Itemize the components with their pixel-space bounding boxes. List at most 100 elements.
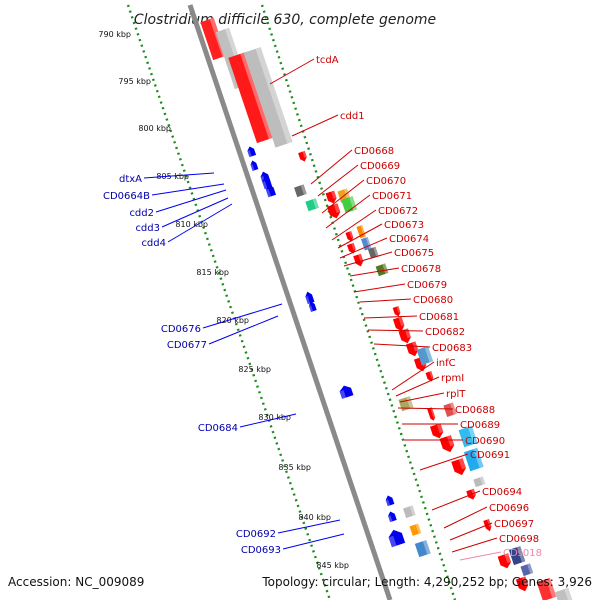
kbp-tick-label: 800 kbp (138, 124, 171, 133)
gene-label: CD0664B (103, 191, 150, 202)
gene-feature (443, 402, 457, 417)
label-leader-line (208, 315, 279, 345)
forward-gene-arrow (353, 253, 364, 267)
gene-label: CD0677 (167, 340, 207, 351)
label-leader-line (339, 237, 388, 259)
kbp-tick-label: 805 kbp (156, 172, 189, 181)
kbp-tick-label: 845 kbp (316, 561, 349, 570)
forward-gene-arrow (497, 553, 511, 569)
kbp-tick-label: 830 kbp (258, 413, 291, 422)
topology-text: Topology: circular; Length: 4,290,252 bp… (261, 575, 592, 589)
label-leader-line (331, 209, 377, 241)
forward-gene-arrow (392, 306, 401, 317)
gene-label: rplT (446, 389, 466, 400)
gene-feature (463, 447, 484, 472)
gene-label: CDs018 (503, 548, 542, 559)
right-gene-labels: tcdA cdd1 CD0668 CD0669 CD0670 CD0671 CD0672 CD… (316, 55, 542, 559)
gene-feature (375, 263, 389, 277)
label-leader-line (321, 179, 365, 214)
gene-feature (508, 546, 526, 566)
label-leader-line (291, 114, 339, 137)
label-leader-line (395, 376, 440, 397)
label-leader-line (155, 189, 227, 213)
gene-label: CD0692 (236, 529, 276, 540)
kbp-tick-label: 815 kbp (196, 268, 229, 277)
gene-feature (520, 563, 534, 577)
forward-gene-arrow (325, 190, 337, 204)
gene-feature (403, 505, 416, 519)
forward-gene-arrow (429, 423, 444, 439)
left-gene-labels: dtxA CD0664B cdd2 cdd3 cdd4 CD0676 CD0677 CD068… (103, 174, 281, 556)
label-leader-line (239, 413, 297, 428)
gene-feature (305, 198, 319, 212)
label-leader-line (419, 453, 469, 471)
gene-label: CD0684 (198, 423, 238, 434)
label-leaders (143, 58, 502, 561)
forward-gene-arrow (392, 316, 405, 332)
label-leader-line (310, 149, 353, 185)
label-leader-line (151, 183, 225, 196)
gene-feature (409, 523, 422, 536)
forward-gene-arrow (298, 150, 307, 162)
label-leader-line (459, 551, 502, 561)
gene-feature (414, 540, 431, 558)
gene-feature (416, 346, 434, 366)
gene-feature (458, 425, 478, 448)
label-leader-line (399, 392, 445, 403)
forward-gene-arrow (439, 435, 455, 453)
reverse-gene-arrow (265, 184, 276, 198)
kbp-tick-label: 810 kbp (175, 220, 208, 229)
gene-label: CD0679 (407, 280, 447, 291)
gene-label: cdd1 (340, 111, 365, 122)
gene-feature (341, 196, 358, 214)
forward-gene-arrow (428, 412, 436, 421)
label-leader-line (443, 506, 488, 529)
label-leader-line (391, 361, 435, 391)
forward-gene-arrow (345, 231, 354, 242)
gene-label: CD0671 (372, 191, 412, 202)
gene-label: cdd4 (141, 238, 166, 249)
reverse-gene-arrow (247, 146, 257, 158)
label-leader-line (343, 251, 393, 267)
gene-label: dtxA (119, 174, 142, 185)
forward-gene-arrow (425, 371, 434, 382)
label-leader-line (277, 519, 341, 534)
label-leader-line (449, 522, 493, 541)
gene-label: tcdA (316, 55, 339, 66)
gene-label: CD0688 (455, 405, 495, 416)
label-leader-line (349, 267, 400, 277)
kbp-ticks: 790 kbp 795 kbp 800 kbp 805 kbp 810 kbp 815 k… (98, 30, 349, 570)
gene-label: cdd2 (129, 208, 154, 219)
scale-line-right (260, 4, 457, 600)
label-leader-line (359, 298, 412, 303)
gene-label: CD0696 (489, 503, 529, 514)
label-leader-line (353, 283, 406, 293)
forward-gene-arrow (451, 458, 466, 476)
label-leader-line (431, 490, 481, 511)
gene-feature (555, 587, 575, 600)
reverse-gene-arrow (339, 385, 354, 399)
gene-label: CD0673 (384, 220, 424, 231)
label-leader-line (269, 58, 315, 85)
reverse-gene-arrow (308, 301, 317, 312)
gene-label: CD0698 (499, 534, 539, 545)
gene-feature (356, 225, 366, 239)
label-leader-line (397, 407, 454, 410)
gene-label: CD0678 (401, 264, 441, 275)
gene-label: CD0682 (425, 327, 465, 338)
gene-label: CD0672 (378, 206, 418, 217)
gene-label: CD0683 (432, 343, 472, 354)
gene-label: CD0668 (354, 146, 394, 157)
label-leader-line (202, 303, 283, 329)
kbp-tick-label: 820 kbp (216, 316, 249, 325)
gene-features (200, 17, 575, 600)
label-leader-line (143, 172, 215, 179)
gene-label: CD0689 (460, 420, 500, 431)
gene-label: CD0674 (389, 234, 429, 245)
gene-label: CD0691 (470, 450, 510, 461)
gene-label: CD0680 (413, 295, 453, 306)
kbp-tick-label: 790 kbp (98, 30, 131, 39)
genome-backbone (187, 4, 393, 600)
label-leader-line (282, 533, 345, 550)
reverse-gene-arrow (388, 529, 406, 548)
